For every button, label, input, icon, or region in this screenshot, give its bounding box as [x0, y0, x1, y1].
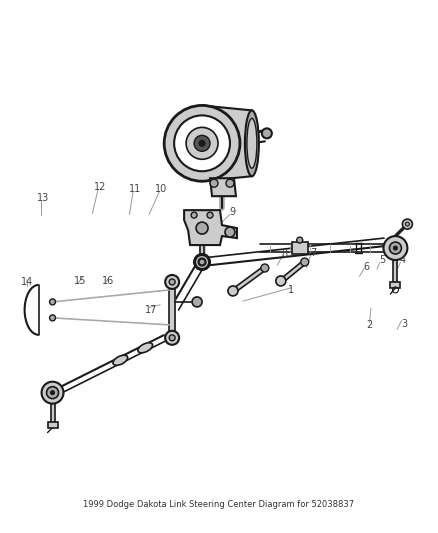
Polygon shape [390, 282, 400, 288]
Text: 3: 3 [402, 319, 408, 329]
Circle shape [301, 258, 309, 266]
Circle shape [199, 140, 205, 147]
Circle shape [186, 127, 218, 159]
Ellipse shape [247, 118, 257, 168]
Polygon shape [292, 242, 308, 254]
Circle shape [406, 222, 410, 226]
Circle shape [164, 106, 240, 181]
Text: 9: 9 [229, 207, 235, 217]
Circle shape [174, 116, 230, 171]
Circle shape [165, 275, 179, 289]
Circle shape [192, 297, 202, 307]
Circle shape [165, 331, 179, 345]
Polygon shape [210, 178, 236, 196]
Circle shape [191, 212, 197, 218]
Circle shape [198, 258, 206, 266]
Circle shape [42, 382, 64, 403]
Text: 15: 15 [74, 277, 86, 286]
Circle shape [226, 179, 234, 187]
Text: 17: 17 [145, 305, 158, 315]
Circle shape [199, 259, 205, 265]
Circle shape [194, 135, 210, 151]
Text: 2: 2 [367, 320, 373, 330]
Polygon shape [48, 422, 57, 427]
Text: 5: 5 [379, 255, 385, 265]
Circle shape [195, 255, 209, 269]
Circle shape [169, 279, 175, 285]
Circle shape [50, 391, 54, 394]
Text: 16: 16 [102, 276, 114, 286]
Circle shape [261, 264, 269, 272]
Circle shape [389, 242, 401, 254]
Text: 8: 8 [282, 249, 288, 259]
Circle shape [225, 227, 235, 237]
Text: 4: 4 [399, 255, 406, 265]
Text: 1: 1 [288, 286, 294, 295]
Text: 6: 6 [364, 262, 370, 271]
Circle shape [210, 179, 218, 187]
Text: 7: 7 [310, 248, 316, 258]
Text: 11: 11 [129, 184, 141, 195]
Circle shape [46, 386, 59, 399]
Circle shape [403, 219, 413, 229]
Circle shape [384, 236, 407, 260]
Circle shape [207, 212, 213, 218]
Text: 14: 14 [21, 278, 33, 287]
Circle shape [228, 286, 238, 296]
Circle shape [393, 246, 397, 250]
Ellipse shape [245, 110, 259, 176]
Circle shape [49, 315, 56, 321]
Ellipse shape [138, 343, 152, 353]
Circle shape [262, 128, 272, 139]
Circle shape [169, 335, 175, 341]
Circle shape [49, 299, 56, 305]
Circle shape [297, 237, 303, 243]
Circle shape [196, 222, 208, 234]
Polygon shape [184, 210, 237, 245]
Circle shape [194, 254, 210, 270]
Text: 10: 10 [155, 184, 167, 195]
Ellipse shape [113, 355, 127, 365]
Text: 1999 Dodge Dakota Link Steering Center Diagram for 52038837: 1999 Dodge Dakota Link Steering Center D… [83, 500, 355, 509]
Text: 13: 13 [37, 193, 49, 204]
Circle shape [276, 276, 286, 286]
Text: 12: 12 [94, 182, 106, 192]
Polygon shape [202, 106, 252, 181]
